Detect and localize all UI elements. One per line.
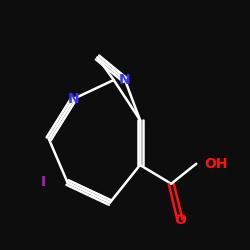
Text: N: N [68,92,80,106]
Text: I: I [41,176,46,190]
Text: O: O [174,213,186,227]
Text: N: N [119,73,131,87]
Text: OH: OH [204,157,227,171]
